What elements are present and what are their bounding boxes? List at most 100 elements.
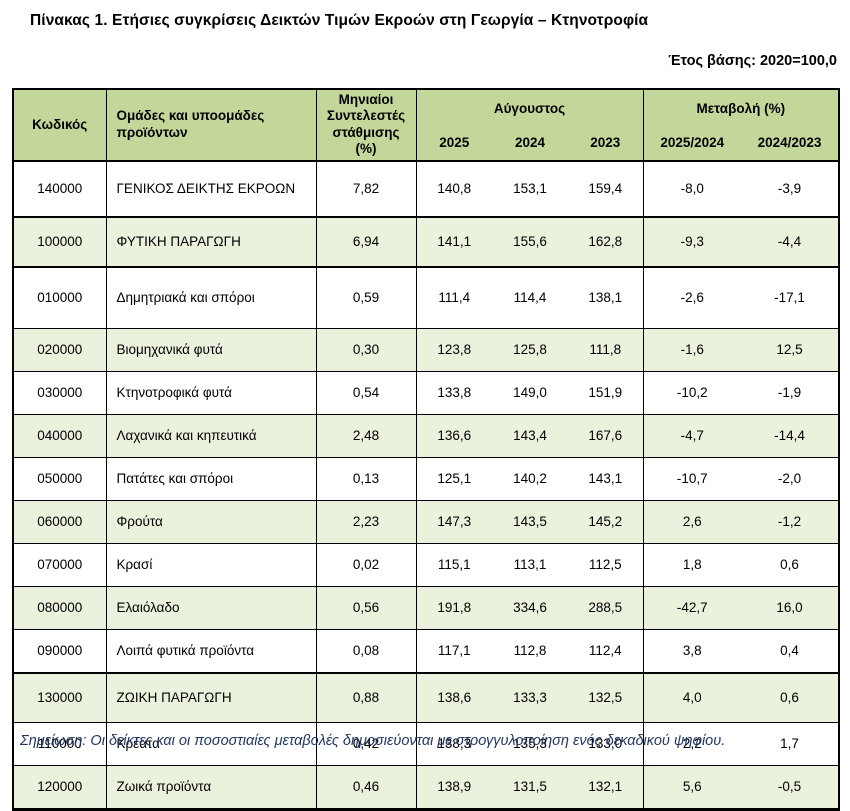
table-row: 090000 Λοιπά φυτικά προϊόντα 0,08 117,1 … — [13, 628, 840, 673]
table-row: 050000 Πατάτες και σπόροι 0,13 125,1 140… — [13, 456, 840, 501]
cell-change-2025-2024: 5,6 — [642, 764, 742, 810]
table-row: 020000 Βιομηχανικά φυτά 0,30 123,8 125,8… — [13, 327, 840, 372]
cell-change-2025-2024: 2,6 — [642, 499, 742, 544]
cell-weight: 2,23 — [315, 499, 416, 544]
cell-index-2024: 112,8 — [492, 628, 568, 673]
cell-index-2024: 131,5 — [492, 764, 568, 810]
cell-product-code: 090000 — [13, 628, 106, 673]
cell-index-2025: 141,1 — [415, 215, 492, 267]
table-row: 010000 Δημητριακά και σπόροι 0,59 111,4 … — [13, 265, 840, 329]
table-row: 070000 Κρασί 0,02 115,1 113,1 112,5 1,8 … — [13, 542, 840, 587]
cell-index-2025: 138,3 — [415, 721, 492, 766]
table-row: 100000 ΦΥΤΙΚΗ ΠΑΡΑΓΩΓΗ 6,94 141,1 155,6 … — [13, 215, 840, 267]
cell-product-code: 080000 — [13, 585, 106, 630]
table-row: 080000 Ελαιόλαδο 0,56 191,8 334,6 288,5 … — [13, 585, 840, 630]
cell-weight: 0,13 — [315, 456, 416, 501]
cell-product-code: 030000 — [13, 370, 106, 415]
cell-index-2023: 132,1 — [568, 764, 644, 810]
page-title: Πίνακας 1. Ετήσιες συγκρίσεις Δεικτών Τι… — [30, 12, 649, 29]
cell-product-code: 100000 — [13, 215, 106, 267]
cell-change-2024-2023: -1,9 — [741, 370, 840, 415]
cell-index-2025: 138,6 — [415, 671, 492, 723]
cell-index-2025: 111,4 — [415, 265, 492, 329]
cell-weight: 0,56 — [315, 585, 416, 630]
cell-index-2025: 138,9 — [415, 764, 492, 810]
cell-index-2023: 288,5 — [568, 585, 644, 630]
cell-product-name: Λαχανικά και κηπευτικά — [105, 413, 316, 458]
header-change-2025-2024: 2025/2024 — [642, 128, 742, 161]
cell-weight: 0,88 — [315, 671, 416, 723]
cell-change-2025-2024: 4,0 — [642, 671, 742, 723]
cell-weight: 0,02 — [315, 542, 416, 587]
cell-change-2024-2023: -0,5 — [741, 764, 840, 810]
cell-index-2024: 153,1 — [492, 159, 568, 217]
cell-weight: 0,46 — [315, 764, 416, 810]
cell-product-name: Ζωικά προϊόντα — [105, 764, 316, 810]
header-code: Κωδικός — [13, 89, 106, 161]
cell-change-2024-2023: 0,6 — [741, 542, 840, 587]
table-row: 130000 ΖΩΙΚΗ ΠΑΡΑΓΩΓΗ 0,88 138,6 133,3 1… — [13, 671, 840, 723]
table-header: Κωδικός Ομάδες και υποομάδες προϊόντων Μ… — [13, 89, 840, 161]
cell-index-2023: 167,6 — [568, 413, 644, 458]
cell-index-2023: 132,5 — [568, 671, 644, 723]
cell-index-2023: 112,4 — [568, 628, 644, 673]
cell-index-2025: 133,8 — [415, 370, 492, 415]
cell-index-2024: 143,5 — [492, 499, 568, 544]
cell-product-name: ΖΩΙΚΗ ΠΑΡΑΓΩΓΗ — [105, 671, 316, 723]
cell-weight: 0,42 — [315, 721, 416, 766]
cell-product-code: 050000 — [13, 456, 106, 501]
price-index-table-wrap: Κωδικός Ομάδες και υποομάδες προϊόντων Μ… — [12, 88, 841, 811]
cell-weight: 7,82 — [315, 159, 416, 217]
cell-change-2024-2023: 12,5 — [741, 327, 840, 372]
cell-product-name: ΓΕΝΙΚΟΣ ΔΕΙΚΤΗΣ ΕΚΡΟΩΝ — [105, 159, 316, 217]
table-row: 110000 Κρέατα 0,42 138,3 135,3 133,0 2,2… — [13, 721, 840, 766]
cell-index-2025: 117,1 — [415, 628, 492, 673]
table-row: 140000 ΓΕΝΙΚΟΣ ΔΕΙΚΤΗΣ ΕΚΡΟΩΝ 7,82 140,8… — [13, 159, 840, 217]
cell-product-name: Λοιπά φυτικά προϊόντα — [105, 628, 316, 673]
table-row: 030000 Κτηνοτροφικά φυτά 0,54 133,8 149,… — [13, 370, 840, 415]
cell-product-name: Κρασί — [105, 542, 316, 587]
cell-index-2025: 123,8 — [415, 327, 492, 372]
cell-index-2025: 147,3 — [415, 499, 492, 544]
header-year-2023: 2023 — [568, 128, 644, 161]
cell-weight: 2,48 — [315, 413, 416, 458]
cell-change-2025-2024: 1,8 — [642, 542, 742, 587]
header-year-2024: 2024 — [492, 128, 568, 161]
cell-product-name: Δημητριακά και σπόροι — [105, 265, 316, 329]
cell-index-2025: 136,6 — [415, 413, 492, 458]
cell-product-code: 070000 — [13, 542, 106, 587]
table-row: 060000 Φρούτα 2,23 147,3 143,5 145,2 2,6… — [13, 499, 840, 544]
cell-index-2024: 140,2 — [492, 456, 568, 501]
cell-index-2024: 334,6 — [492, 585, 568, 630]
cell-change-2024-2023: 16,0 — [741, 585, 840, 630]
cell-change-2024-2023: -4,4 — [741, 215, 840, 267]
cell-weight: 0,54 — [315, 370, 416, 415]
table-body: 140000 ΓΕΝΙΚΟΣ ΔΕΙΚΤΗΣ ΕΚΡΟΩΝ 7,82 140,8… — [13, 159, 840, 810]
table-row: 040000 Λαχανικά και κηπευτικά 2,48 136,6… — [13, 413, 840, 458]
cell-product-code: 020000 — [13, 327, 106, 372]
cell-index-2023: 143,1 — [568, 456, 644, 501]
cell-change-2025-2024: -8,0 — [642, 159, 742, 217]
cell-product-name: Κτηνοτροφικά φυτά — [105, 370, 316, 415]
cell-product-name: Πατάτες και σπόροι — [105, 456, 316, 501]
cell-change-2025-2024: -9,3 — [642, 215, 742, 267]
cell-index-2024: 155,6 — [492, 215, 568, 267]
cell-change-2024-2023: -3,9 — [741, 159, 840, 217]
cell-product-code: 060000 — [13, 499, 106, 544]
cell-index-2024: 135,3 — [492, 721, 568, 766]
cell-index-2023: 145,2 — [568, 499, 644, 544]
header-year-2025: 2025 — [415, 128, 492, 161]
document-page: Πίνακας 1. Ετήσιες συγκρίσεις Δεικτών Τι… — [12, 12, 841, 811]
cell-index-2024: 143,4 — [492, 413, 568, 458]
cell-index-2023: 112,5 — [568, 542, 644, 587]
cell-change-2024-2023: -2,0 — [741, 456, 840, 501]
cell-change-2025-2024: 3,8 — [642, 628, 742, 673]
cell-product-code: 010000 — [13, 265, 106, 329]
cell-product-name: Ελαιόλαδο — [105, 585, 316, 630]
cell-index-2025: 191,8 — [415, 585, 492, 630]
cell-change-2024-2023: -14,4 — [741, 413, 840, 458]
cell-change-2025-2024: -1,6 — [642, 327, 742, 372]
cell-change-2025-2024: -2,6 — [642, 265, 742, 329]
cell-index-2024: 133,3 — [492, 671, 568, 723]
cell-index-2023: 151,9 — [568, 370, 644, 415]
